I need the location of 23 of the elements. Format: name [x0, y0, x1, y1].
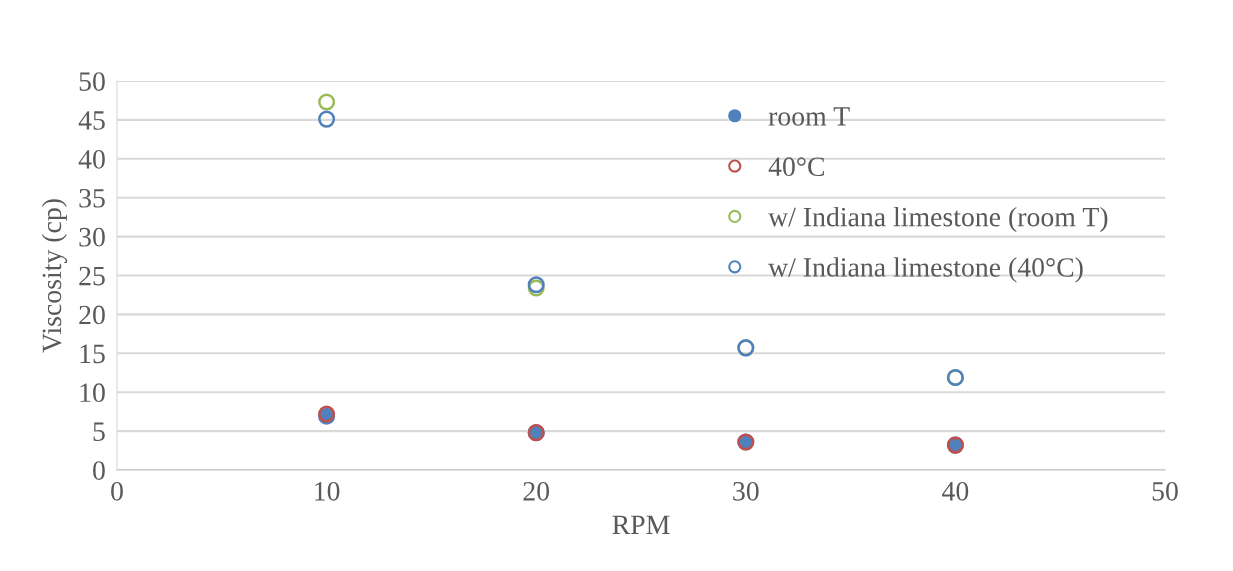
y-tick-label: 10 — [80, 383, 105, 403]
legend-label: 40°C — [768, 157, 824, 177]
y-tick-label: 40 — [78, 149, 105, 169]
y-tick-label: 15 — [80, 344, 105, 364]
y-tick-label: 20 — [79, 305, 105, 325]
x-tick-label: 10 — [315, 481, 340, 501]
legend-label: w/ Indiana limestone (room T) — [768, 206, 1108, 233]
x-tick-label: 50 — [1152, 481, 1178, 501]
x-tick-label: 40 — [942, 481, 969, 501]
y-tick-label: 35 — [79, 188, 105, 208]
x-tick-label: 30 — [733, 481, 759, 501]
legend-label: room T — [768, 107, 850, 126]
y-tick-label: 25 — [79, 266, 105, 286]
y-tick-label: 30 — [79, 227, 105, 247]
x-tick-label: 0 — [111, 481, 123, 501]
x-axis-title: RPM — [612, 515, 670, 534]
y-tick-label: 0 — [93, 461, 105, 480]
x-tick-label: 20 — [523, 481, 550, 501]
y-tick-label: 5 — [93, 422, 105, 442]
y-tick-label: 50 — [79, 72, 105, 91]
y-tick-label: 45 — [78, 111, 105, 130]
legend-label: w/ Indiana limestone (40°C) — [768, 257, 1083, 283]
y-axis-title: Viscosity (cp) — [41, 199, 67, 353]
